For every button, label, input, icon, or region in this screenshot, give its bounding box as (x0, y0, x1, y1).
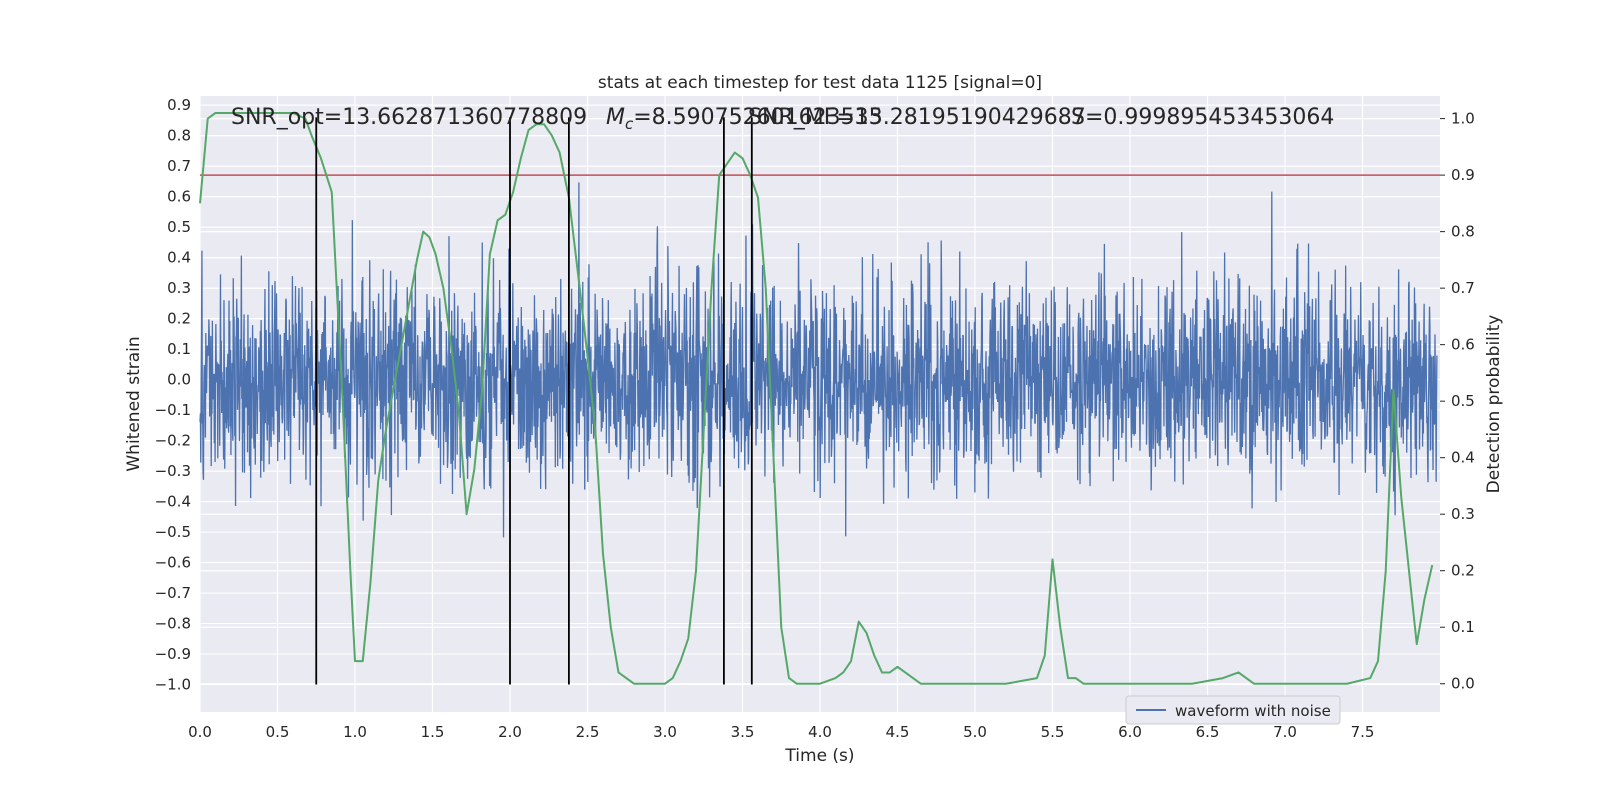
y-left-tick-label: 0.7 (167, 157, 191, 175)
x-tick-label: 7.5 (1351, 723, 1375, 741)
y-left-tick-label: −0.7 (155, 584, 191, 602)
y-axis-label-left: Whitened strain (124, 336, 144, 471)
y-right-tick-label: 0.6 (1451, 336, 1475, 354)
y-left-tick-label: 0.1 (167, 340, 191, 358)
snr-opt-annotation: SNR_opt=13.662871360778809 (231, 105, 587, 130)
probability-line (199, 111, 1434, 685)
chart-title: stats at each timestep for test data 112… (598, 73, 1042, 93)
y-left-tick-label: −0.3 (155, 462, 191, 480)
x-tick-label: 0.5 (266, 723, 290, 741)
x-tick-label: 4.0 (808, 723, 832, 741)
mc-annotation: Mc=8.590752601623535 (606, 105, 883, 133)
y-left-tick-label: 0.5 (167, 218, 191, 236)
y-right-tick-label: 0.1 (1451, 618, 1475, 636)
x-tick-label: 1.0 (343, 723, 367, 741)
annotation-row: SNR_opt=13.662871360778809 Mc=8.59075260… (231, 105, 1334, 133)
x-tick-label: 5.5 (1041, 723, 1065, 741)
y-left-tick-label: 0.9 (167, 96, 191, 114)
tick-labels: 0.0 0.5 1.0 1.5 2.0 2.5 3.0 3.5 4.0 4.5 5.0 5.5 6.0 6… (155, 96, 1475, 741)
y-left-tick-label: 0.8 (167, 127, 191, 145)
y-left-tick-label: 0.6 (167, 188, 191, 206)
x-tick-label: 6.0 (1118, 723, 1142, 741)
y-right-tick-label: 0.4 (1451, 449, 1475, 467)
legend-label: waveform with noise (1175, 702, 1331, 720)
y-left-tick-label: −0.6 (155, 554, 191, 572)
snr-mf-annotation: SNR_MF=13.28195190429687 (748, 105, 1086, 130)
y-left-tick-label: −0.9 (155, 645, 191, 663)
y-left-tick-label: 0.3 (167, 279, 191, 297)
y-right-tick-label: 0.0 (1451, 675, 1475, 693)
y-axis-label-right: Detection probability (1484, 315, 1504, 494)
mc-value: =8.590752601623535 (633, 105, 882, 130)
y-left-tick-label: −0.1 (155, 401, 191, 419)
y-left-tick-label: −0.8 (155, 615, 191, 633)
x-axis-label: Time (s) (784, 746, 854, 766)
y-left-tick-label: −0.5 (155, 523, 191, 541)
x-tick-label: 4.5 (886, 723, 910, 741)
event-lines (315, 117, 753, 685)
y-right-tick-label: 0.8 (1451, 223, 1475, 241)
mc-subscript: c (625, 115, 634, 133)
y-right-tick-label: 1.0 (1451, 110, 1475, 128)
waveform-series (199, 182, 1438, 538)
y-right-tick-label: 0.7 (1451, 279, 1475, 297)
y-right-tick-label: 0.9 (1451, 166, 1475, 184)
probability-series (199, 111, 1434, 685)
x-tick-label: 7.0 (1273, 723, 1297, 741)
y-left-tick-label: −0.4 (155, 493, 191, 511)
x-tick-label: 6.5 (1196, 723, 1220, 741)
mc-symbol: M (606, 105, 625, 130)
s-annotation: S=0.999895453453064 (1071, 105, 1334, 130)
y-left-tick-label: 0.4 (167, 249, 191, 267)
y-right-tick-label: 0.2 (1451, 562, 1475, 580)
legend-box (1125, 695, 1341, 725)
y-right-tick-label: 0.5 (1451, 392, 1475, 410)
x-tick-label: 3.5 (731, 723, 755, 741)
x-tick-label: 2.0 (498, 723, 522, 741)
y-left-tick-label: −0.2 (155, 432, 191, 450)
x-tick-label: 1.5 (421, 723, 445, 741)
y-right-tick-label: 0.3 (1451, 505, 1475, 523)
y-left-tick-label: −1.0 (155, 676, 191, 694)
x-tick-label: 0.0 (188, 723, 212, 741)
x-tick-label: 5.0 (963, 723, 987, 741)
x-tick-label: 3.0 (653, 723, 677, 741)
y-left-tick-label: 0.2 (167, 310, 191, 328)
legend: waveform with noise (1125, 695, 1341, 725)
x-tick-label: 2.5 (576, 723, 600, 741)
waveform-line (199, 182, 1438, 538)
y-left-tick-label: 0.0 (167, 371, 191, 389)
